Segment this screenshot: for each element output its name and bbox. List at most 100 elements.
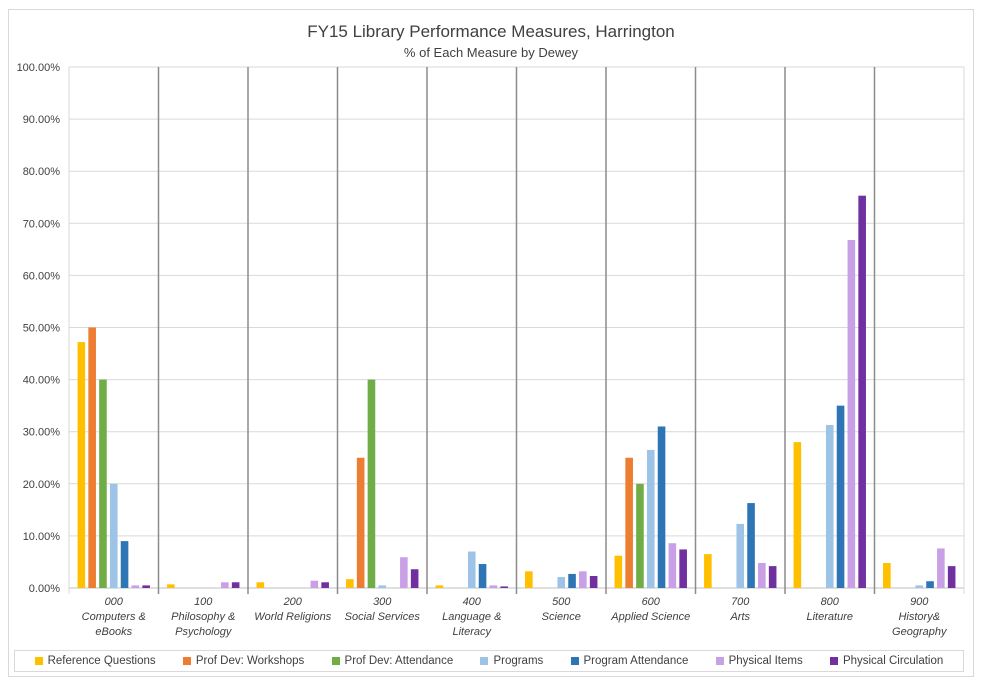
chart-title: FY15 Library Performance Measures, Harri… [307, 22, 675, 41]
plot-area: 0.00% 10.00% 20.00% 30.00% 40.00% 50.00% 60.00… [17, 62, 965, 638]
bar [378, 585, 387, 588]
bar [256, 582, 265, 588]
bar [579, 571, 587, 588]
y-tick-label: 80.00% [23, 166, 61, 178]
bar [625, 457, 633, 588]
legend-swatch [570, 657, 579, 665]
x-tick-label: 200 [283, 596, 303, 608]
x-tick-label: 500 [552, 596, 571, 608]
y-tick-label: 100.00% [17, 62, 61, 74]
x-tick-label: Psychology [175, 626, 233, 638]
legend-item: Physical Items [715, 655, 803, 667]
x-tick-label: Philosophy & [171, 611, 235, 623]
y-tick-label: 30.00% [23, 427, 61, 439]
bar [926, 581, 934, 588]
y-tick-label: 20.00% [23, 479, 61, 491]
bar [120, 541, 129, 588]
bar [310, 580, 319, 588]
legend-swatch [182, 657, 191, 665]
bar [915, 585, 924, 588]
y-tick-label: 40.00% [23, 375, 61, 387]
y-tick-label: 50.00% [23, 323, 61, 335]
x-tick-label: World Religions [254, 611, 332, 623]
x-tick-label: Arts [729, 611, 750, 623]
legend-item: Prof Dev: Workshops [182, 655, 305, 667]
x-tick-label: Applied Science [610, 611, 690, 623]
chart-area: FY15 Library Performance Measures, Harri… [8, 9, 974, 677]
legend-label: Program Attendance [583, 655, 689, 667]
legend-label: Physical Items [728, 655, 803, 667]
legend-label: Physical Circulation [842, 655, 944, 667]
x-tick-label: Social Services [345, 611, 421, 623]
bar [858, 195, 866, 588]
bar [847, 239, 856, 589]
x-tick-label: 000 [105, 596, 124, 608]
legend-label: Reference Questions [47, 655, 156, 667]
bar [109, 483, 118, 588]
bar [142, 585, 150, 588]
x-tick-label: eBooks [95, 626, 132, 638]
bar [500, 586, 508, 588]
bar [467, 551, 476, 588]
bar [400, 557, 408, 588]
x-tick-label: 300 [373, 596, 392, 608]
bar [321, 582, 329, 588]
legend-label: Prof Dev: Attendance [344, 655, 454, 667]
legend-label: Prof Dev: Workshops [195, 655, 305, 667]
legend-item: Prof Dev: Attendance [331, 655, 454, 667]
legend-item: Physical Circulation [829, 655, 944, 667]
bar [768, 566, 777, 588]
bar [167, 584, 175, 588]
legend-swatch [34, 657, 43, 665]
bar [937, 548, 945, 588]
bar [346, 579, 354, 588]
x-tick-label: 800 [821, 596, 840, 608]
bar [883, 562, 891, 588]
bar [99, 379, 107, 588]
legend-swatch [829, 657, 838, 665]
bar [435, 585, 444, 588]
x-tick-label: Science [542, 611, 581, 623]
y-tick-label: 90.00% [23, 114, 61, 126]
bar [793, 442, 802, 588]
bar [614, 555, 623, 588]
bar [657, 426, 666, 588]
chart-subtitle: % of Each Measure by Dewey [403, 45, 579, 60]
x-tick-label: History& [898, 611, 940, 623]
bar [758, 562, 766, 588]
bar [231, 582, 240, 588]
x-tick-label: 700 [731, 596, 750, 608]
bar [668, 543, 677, 588]
x-tick-label: Literacy [452, 626, 492, 638]
y-tick-label: 10.00% [23, 531, 61, 543]
legend-swatch [480, 657, 489, 665]
bar [589, 576, 598, 588]
legend-item: Program Attendance [570, 655, 689, 667]
bar [704, 554, 712, 588]
bar [836, 405, 845, 588]
legend: Reference Questions Prof Dev: Workshops Pr… [14, 650, 964, 672]
bar [568, 573, 576, 588]
x-tick-label: 600 [642, 596, 661, 608]
bar [410, 569, 419, 588]
bar [636, 483, 644, 588]
bar [747, 503, 755, 588]
legend-label: Programs [493, 655, 544, 667]
bar [221, 582, 229, 588]
bar [825, 424, 834, 588]
x-tick-label: 100 [194, 596, 213, 608]
bar [356, 457, 365, 588]
y-tick-label: 60.00% [23, 270, 61, 282]
x-tick-label: 900 [910, 596, 929, 608]
x-tick-label: Geography [892, 626, 948, 638]
bar [367, 379, 376, 588]
bar [77, 342, 86, 588]
x-tick-label: 400 [463, 596, 482, 608]
x-tick-label: Language & [442, 611, 501, 623]
bar [557, 577, 566, 588]
legend-item: Reference Questions [34, 655, 156, 667]
bar [489, 585, 498, 588]
bar [525, 571, 533, 588]
bar [646, 449, 655, 588]
y-tick-label: 70.00% [23, 218, 61, 230]
